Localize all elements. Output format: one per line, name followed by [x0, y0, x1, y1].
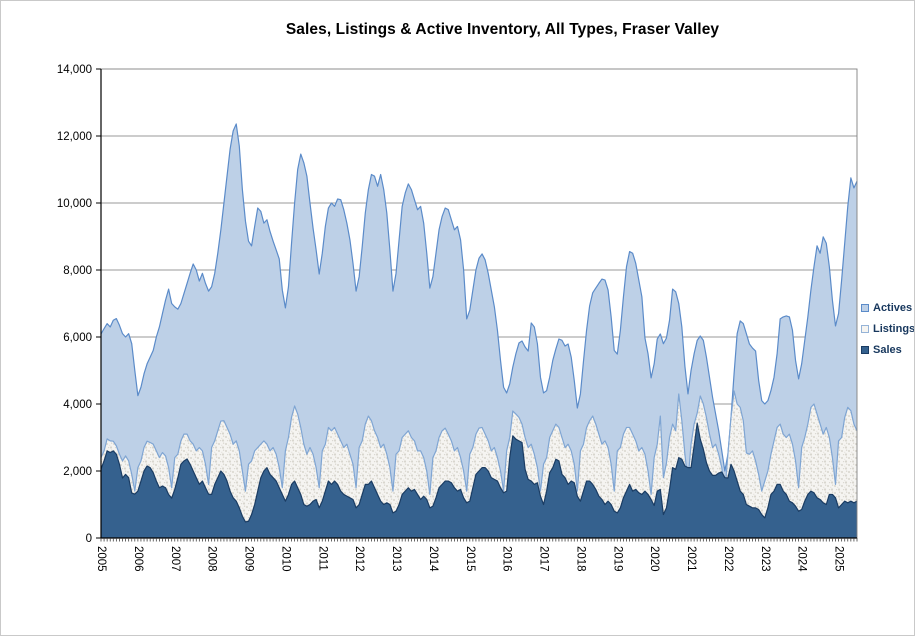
y-tick-label: 0: [86, 533, 92, 545]
x-tick-label: 2011: [316, 546, 328, 571]
legend-item-actives: Actives: [861, 302, 914, 314]
x-tick-label: 2005: [95, 546, 107, 572]
y-tick-label: 12,000: [57, 131, 92, 143]
x-tick-label: 2025: [833, 546, 845, 572]
y-ticks: [96, 68, 101, 539]
legend-item-sales: Sales: [861, 344, 914, 356]
x-tick-label: 2015: [464, 546, 476, 572]
x-tick-label: 2018: [574, 546, 586, 572]
x-ticks: [100, 538, 858, 542]
x-tick-label: 2010: [279, 546, 291, 572]
x-tick-label: 2009: [243, 546, 255, 572]
y-tick-label: 8,000: [63, 265, 92, 277]
x-tick-label: 2008: [206, 546, 218, 572]
x-tick-label: 2019: [611, 546, 623, 572]
x-tick-label: 2013: [390, 546, 402, 572]
actives-swatch-icon: [861, 304, 869, 312]
x-tick-label: 2023: [759, 546, 771, 572]
x-tick-label: 2017: [538, 546, 550, 572]
x-tick-label: 2007: [169, 546, 181, 572]
listings-line: [100, 390, 858, 496]
legend-label-sales: Sales: [873, 344, 902, 356]
legend: Actives Listings Sales: [861, 302, 915, 365]
x-tick-label: 2012: [353, 546, 365, 572]
x-tick-label: 2020: [648, 546, 660, 572]
x-tick-label: 2006: [132, 546, 144, 572]
legend-item-listings: Listings: [861, 323, 915, 335]
sales-area: [101, 423, 857, 538]
listings-swatch-icon: [861, 325, 869, 333]
x-tick-label: 2022: [722, 546, 734, 572]
x-tick-label: 2021: [685, 546, 697, 572]
chart-title: Sales, Listings & Active Inventory, All …: [285, 21, 720, 38]
sales-swatch-icon: [861, 346, 869, 354]
y-tick-label: 14,000: [57, 64, 92, 76]
legend-label-actives: Actives: [873, 302, 913, 314]
y-tick-label: 2,000: [63, 466, 92, 478]
y-tick-label: 10,000: [57, 198, 92, 210]
y-tick-label: 4,000: [63, 399, 92, 411]
x-tick-label: 2024: [796, 546, 808, 572]
legend-label-listings: Listings: [873, 323, 915, 335]
x-tick-label: 2016: [501, 546, 513, 572]
y-tick-label: 6,000: [63, 332, 92, 344]
x-tick-label: 2014: [427, 546, 439, 572]
sales-line: [100, 422, 858, 523]
